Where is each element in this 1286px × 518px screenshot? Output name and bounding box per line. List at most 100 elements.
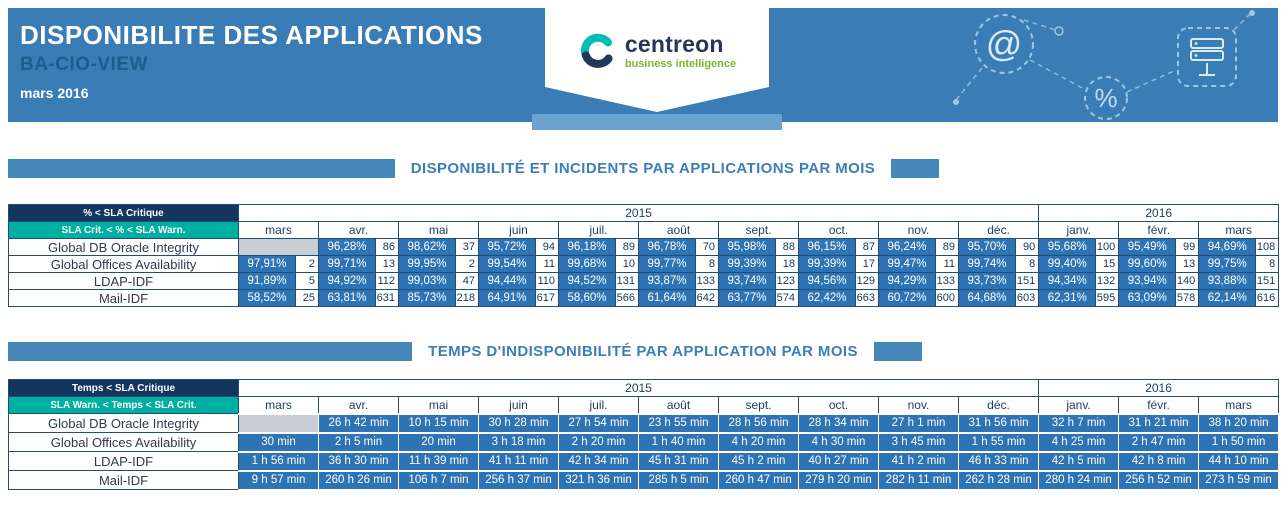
downtime-value: 31 h 21 min xyxy=(1118,412,1200,434)
availability-value: 99,40% xyxy=(1038,255,1097,273)
downtime-value: 31 h 56 min xyxy=(957,412,1040,434)
downtime-value: 38 h 20 min xyxy=(1198,412,1280,434)
availability-value: 58,60% xyxy=(558,289,616,307)
downtime-value: 23 h 55 min xyxy=(638,412,719,434)
section-title-text: TEMPS D'INDISPONIBILITÉ PAR APPLICATION … xyxy=(428,342,858,360)
downtime-value: 273 h 59 min xyxy=(1198,469,1280,491)
availability-value: 64,91% xyxy=(478,289,536,307)
incident-count: 131 xyxy=(615,272,639,290)
availability-value: 99,71% xyxy=(318,255,376,273)
month-header: avr. xyxy=(318,221,399,239)
downtime-value: 45 h 31 min xyxy=(638,450,719,472)
incident-count: 89 xyxy=(615,238,639,256)
svg-text:@: @ xyxy=(986,23,1023,64)
downtime-value: 260 h 26 min xyxy=(318,469,399,491)
table-row: Mail-IDF 9 h 57 min 260 h 26 min 106 h 7 mi… xyxy=(8,469,1280,491)
downtime-value: 4 h 25 min xyxy=(1038,431,1120,453)
downtime-value: 285 h 5 min xyxy=(638,469,719,491)
title-bar-left xyxy=(8,341,413,361)
svg-text:%: % xyxy=(1094,83,1117,113)
downtime-value: 9 h 57 min xyxy=(238,469,319,491)
month-header: sept. xyxy=(718,396,799,414)
incident-count: 578 xyxy=(1175,289,1200,307)
year-header-2016: 2016 xyxy=(1038,204,1280,222)
downtime-value: 30 min xyxy=(238,431,319,453)
server-icon xyxy=(1177,27,1237,87)
downtime-value: 36 h 30 min xyxy=(318,450,399,472)
availability-value: 99,74% xyxy=(958,255,1016,273)
year-header-2015: 2015 xyxy=(237,379,1040,397)
month-header: déc. xyxy=(957,396,1040,414)
availability-value: 62,31% xyxy=(1038,289,1097,307)
incident-count: 88 xyxy=(775,238,799,256)
incident-count: 132 xyxy=(1095,272,1120,290)
table-row: Mail-IDF 58,52% 25 63,81% 631 85,73% 218 64,91%… xyxy=(8,289,1280,307)
incident-count: 13 xyxy=(375,255,399,273)
badge-substripe xyxy=(532,114,782,130)
row-label: Global DB Oracle Integrity xyxy=(8,238,239,256)
legend-critical: Temps < SLA Critique xyxy=(8,379,239,397)
incident-count: 89 xyxy=(935,238,959,256)
availability-value: 95,98% xyxy=(718,238,776,256)
incident-count: 15 xyxy=(1095,255,1120,273)
row-label: LDAP-IDF xyxy=(8,451,239,471)
availability-incidents-table: % < SLA Critique 2015 2016 SLA Crit. < % < … xyxy=(8,204,1280,307)
incident-count: 37 xyxy=(455,238,479,256)
availability-value: 61,64% xyxy=(638,289,696,307)
availability-value: 99,60% xyxy=(1118,255,1177,273)
downtime-value: 260 h 47 min xyxy=(718,469,799,491)
availability-value: 95,72% xyxy=(478,238,536,256)
page-title: DISPONIBILITE DES APPLICATIONS xyxy=(20,20,483,50)
availability-value: 97,91% xyxy=(238,255,296,273)
incident-count: 90 xyxy=(1014,238,1040,256)
incident-count: 94 xyxy=(535,238,559,256)
incident-count: 18 xyxy=(775,255,799,273)
title-right-zone xyxy=(891,158,1278,178)
availability-value: 93,87% xyxy=(638,272,696,290)
downtime-value: 280 h 24 min xyxy=(1038,469,1120,491)
month-header: mars xyxy=(238,396,319,414)
availability-value: 98,62% xyxy=(398,238,456,256)
availability-value: 63,77% xyxy=(718,289,776,307)
availability-value: 99,75% xyxy=(1198,255,1257,273)
title-bar-left xyxy=(8,158,395,178)
incident-count: 616 xyxy=(1255,289,1280,307)
month-header: nov. xyxy=(878,221,959,239)
logo-wordmark: centreon xyxy=(624,30,724,57)
downtime-value: 4 h 20 min xyxy=(718,431,799,453)
month-header: mars xyxy=(1198,221,1280,239)
node-dot xyxy=(1054,26,1064,36)
availability-value: 94,44% xyxy=(478,272,536,290)
report-period: mars 2016 xyxy=(20,85,89,101)
row-label: LDAP-IDF xyxy=(8,272,239,290)
incident-count: 566 xyxy=(615,289,639,307)
incident-count: 70 xyxy=(695,238,719,256)
downtime-value: 42 h 5 min xyxy=(1038,450,1120,472)
incident-count: 2 xyxy=(295,255,319,273)
downtime-value: 20 min xyxy=(398,431,479,453)
availability-value: 99,54% xyxy=(478,255,536,273)
incident-count: 8 xyxy=(1255,255,1280,273)
availability-value: 94,92% xyxy=(318,272,376,290)
incident-count: 100 xyxy=(1095,238,1120,256)
row-label: Mail-IDF xyxy=(8,470,239,490)
node-dot xyxy=(1249,10,1255,16)
incident-count: 110 xyxy=(535,272,559,290)
row-label: Global Offices Availability xyxy=(8,255,239,273)
incident-count: 11 xyxy=(535,255,559,273)
report-subtitle: BA-CIO-VIEW xyxy=(20,54,148,75)
availability-value: 62,42% xyxy=(798,289,856,307)
title-bar-right xyxy=(873,341,922,361)
section-title-availability: DISPONIBILITÉ ET INCIDENTS PAR APPLICATI… xyxy=(8,158,1278,178)
node-dot xyxy=(953,99,959,105)
availability-value: 99,95% xyxy=(398,255,456,273)
incident-count: 600 xyxy=(935,289,959,307)
incident-count: 86 xyxy=(375,238,399,256)
empty-cell xyxy=(238,238,319,256)
report-header: DISPONIBILITE DES APPLICATIONS BA-CIO-VI… xyxy=(8,8,1278,130)
centreon-logo-badge: centreon business intelligence xyxy=(545,8,769,112)
year-header-2015: 2015 xyxy=(237,204,1040,222)
availability-value: 94,56% xyxy=(798,272,856,290)
availability-value: 96,18% xyxy=(558,238,616,256)
incident-count: 603 xyxy=(1014,289,1040,307)
